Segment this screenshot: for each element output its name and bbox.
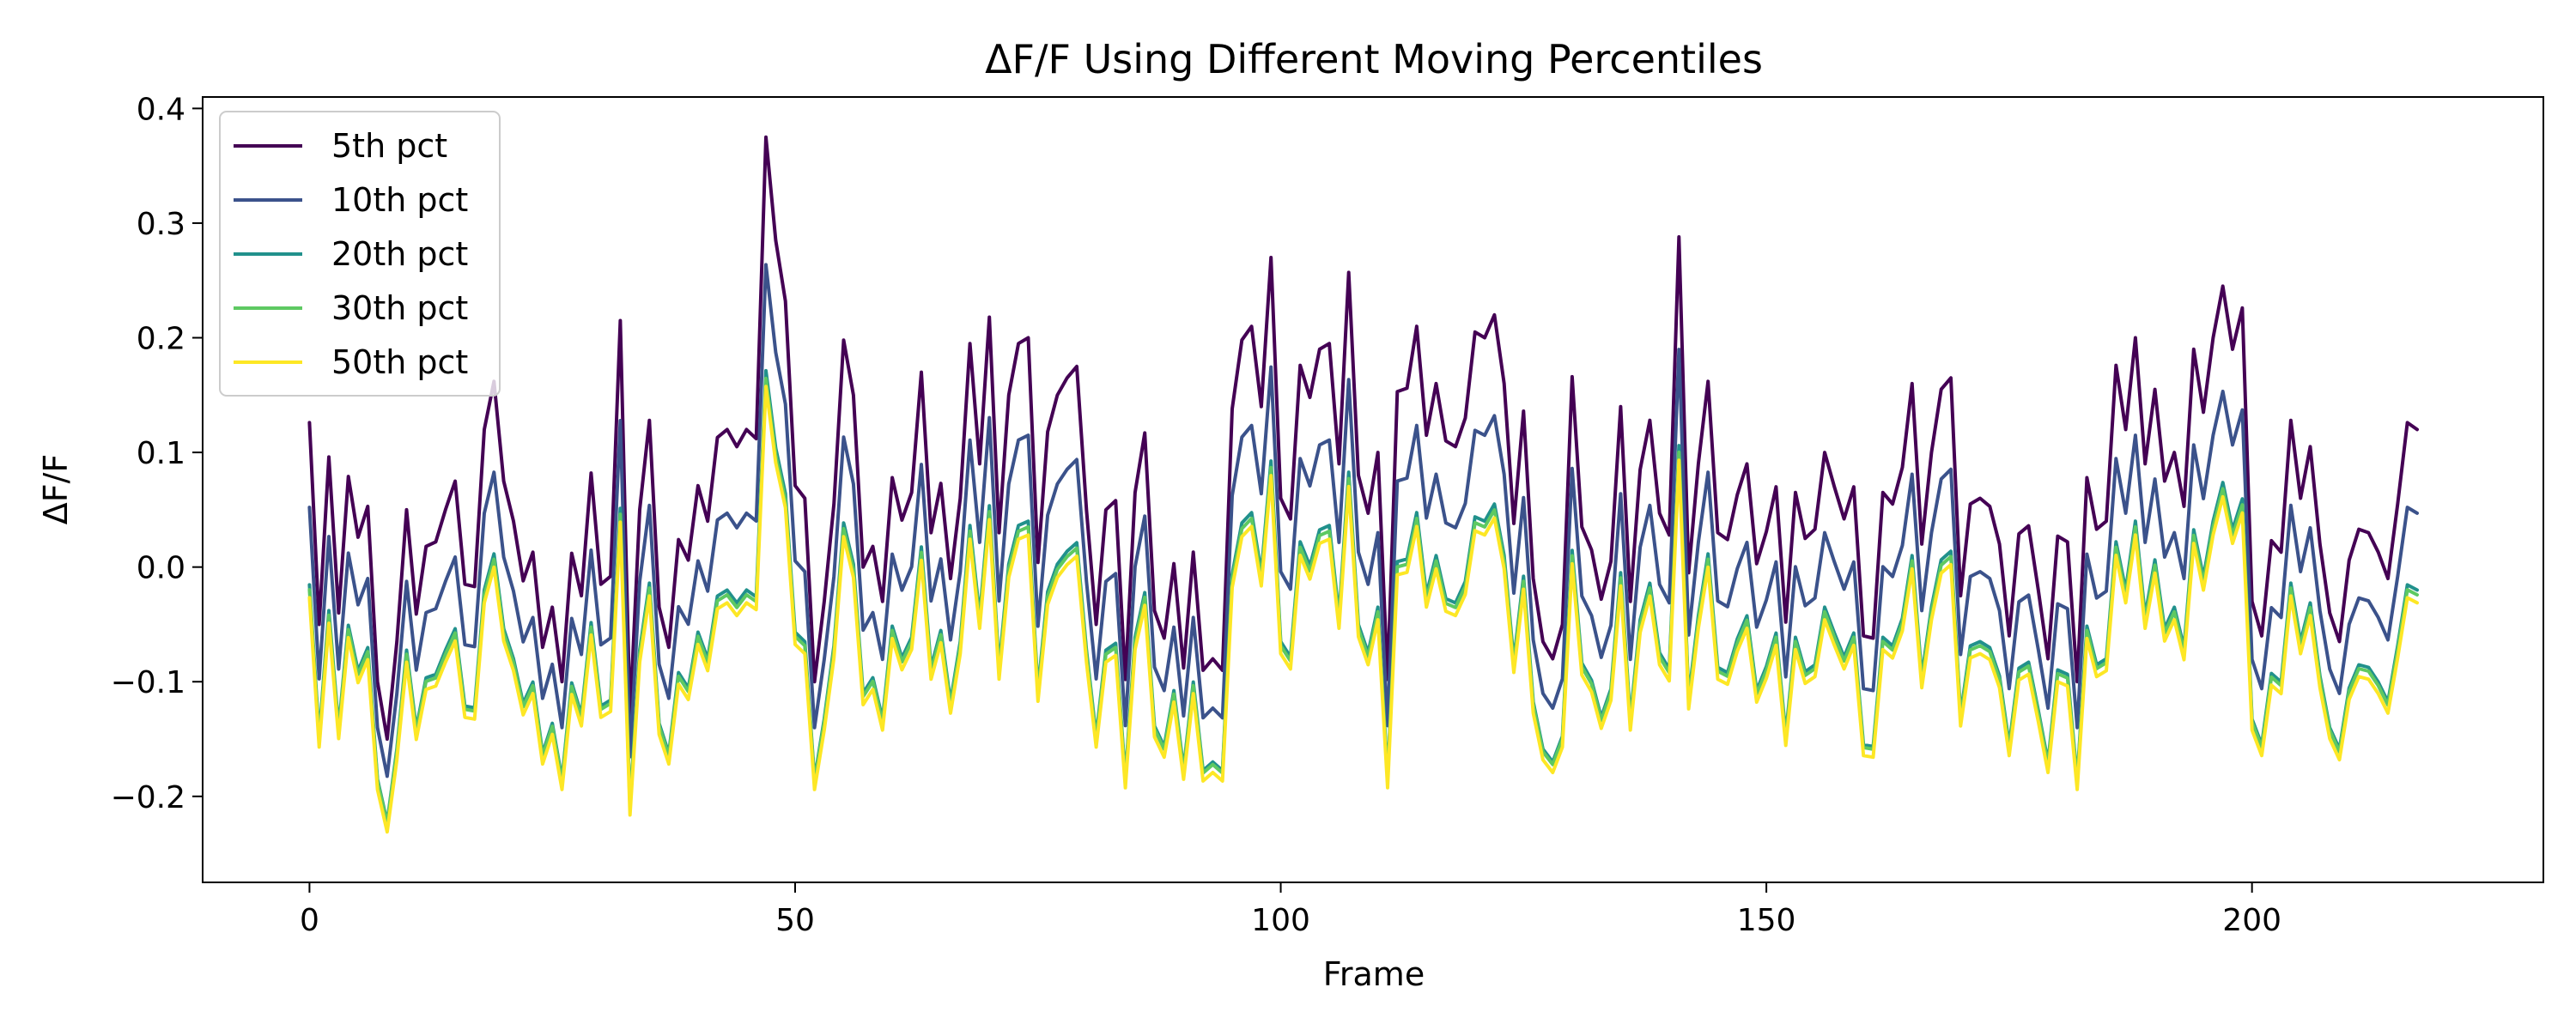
x-tick-label: 0 (300, 903, 319, 938)
y-axis: −0.2 −0.1 0.0 0.1 0.2 0.3 0.4 (111, 92, 203, 815)
chart-title: ΔF/F Using Different Moving Percentiles (985, 36, 1763, 82)
legend: 5th pct 10th pct 20th pct 30th pct 50th pct (219, 111, 501, 397)
legend-box (219, 111, 501, 397)
x-tick-label: 150 (1737, 903, 1796, 938)
x-axis-label: Frame (1323, 955, 1425, 993)
series-line-3 (307, 376, 2419, 826)
y-tick-label: 0.3 (137, 207, 185, 242)
series-line-4 (307, 385, 2419, 834)
y-tick-label: 0.4 (137, 92, 185, 127)
series-line-0 (307, 135, 2419, 741)
x-tick-label: 200 (2222, 903, 2281, 938)
legend-label: 50th pct (331, 343, 468, 381)
legend-label: 30th pct (331, 289, 468, 327)
legend-label: 20th pct (331, 235, 468, 273)
plot-area-frame (202, 96, 2544, 883)
x-tick-label: 100 (1251, 903, 1310, 938)
y-axis-label: ΔF/F (37, 454, 75, 525)
y-tick-label: −0.2 (111, 780, 185, 815)
series-line-1 (307, 263, 2419, 779)
plot-lines (307, 135, 2419, 834)
legend-label: 5th pct (331, 127, 447, 165)
x-axis: 0 50 100 150 200 (300, 882, 2281, 938)
y-tick-label: 0.0 (137, 551, 185, 586)
y-tick-label: 0.2 (137, 322, 185, 357)
y-tick-label: −0.1 (111, 665, 185, 700)
x-tick-label: 50 (775, 903, 815, 938)
y-tick-label: 0.1 (137, 436, 185, 471)
legend-label: 10th pct (331, 181, 468, 219)
